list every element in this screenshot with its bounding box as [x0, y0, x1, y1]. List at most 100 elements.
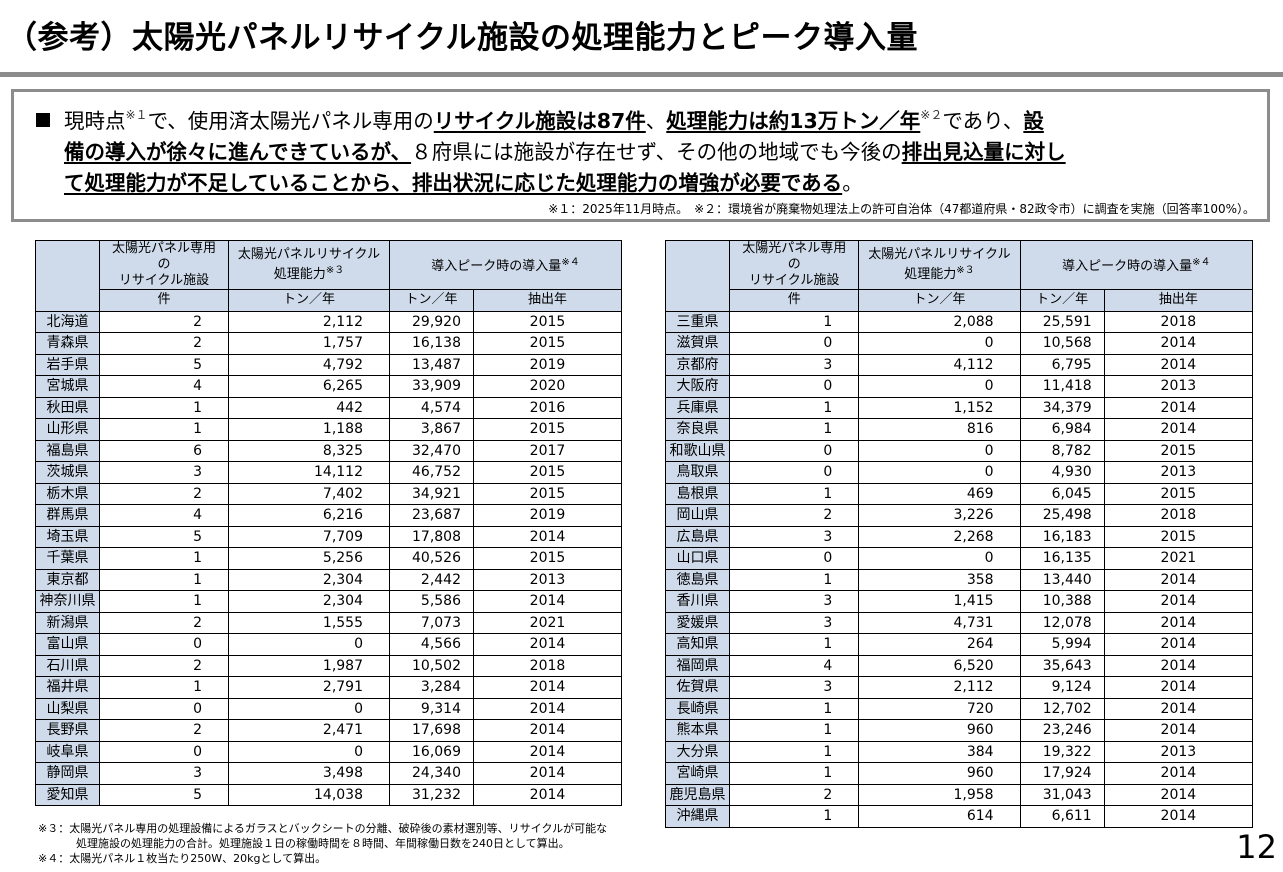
summary-segment: であり、 — [942, 109, 1024, 133]
summary-segment: ８府県には施設が存在せず、その他の地域でも今後の — [411, 140, 902, 164]
peak-volume: 16,135 — [1019, 547, 1105, 570]
footnote-ref: ※１ — [125, 108, 148, 122]
table-row: 千葉県 1 5,256 40,526 2015 — [35, 547, 622, 570]
prefecture-name: 大阪府 — [664, 375, 731, 398]
header-prefecture — [35, 240, 100, 312]
table-row: 栃木県 2 7,402 34,921 2015 — [35, 482, 622, 505]
summary-line: て処理能力が不足していることから、排出状況に応じた処理能力の増強が必要である。 — [36, 168, 1266, 199]
facility-count: 1 — [729, 482, 860, 505]
capacity-value: 2,471 — [228, 719, 390, 742]
capacity-value: 720 — [858, 697, 1021, 720]
peak-volume: 10,568 — [1019, 332, 1105, 355]
table-row: 高知県 1 264 5,994 2014 — [664, 633, 1254, 656]
footnote-3-continued: 処理施設の処理能力の合計。処理施設１日の稼働時間を８時間、年間稼働日数を240日… — [76, 837, 570, 850]
summary-line: 備の導入が徐々に進んできているが、８府県には施設が存在せず、その他の地域でも今後… — [36, 137, 1266, 168]
peak-volume: 12,078 — [1019, 611, 1105, 634]
peak-year: 2014 — [1103, 697, 1254, 720]
facility-count: 0 — [729, 547, 860, 570]
capacity-value: 0 — [228, 740, 390, 763]
prefecture-name: 千葉県 — [35, 547, 100, 570]
summary-segment: で、使用済太陽光パネル専用の — [147, 109, 434, 133]
facility-count: 3 — [729, 525, 860, 548]
facility-count: 0 — [729, 439, 860, 462]
peak-year: 2015 — [473, 547, 622, 570]
peak-year: 2014 — [1103, 762, 1254, 785]
facility-count: 0 — [729, 332, 860, 355]
footnote-ref: ※３ — [325, 265, 345, 276]
peak-volume: 4,574 — [389, 396, 474, 419]
capacity-value: 358 — [858, 568, 1021, 591]
capacity-value: 14,112 — [228, 461, 390, 484]
capacity-value: 7,402 — [228, 482, 390, 505]
peak-year: 2014 — [1103, 805, 1254, 828]
facility-count: 0 — [99, 697, 229, 720]
table-row: 奈良県 1 816 6,984 2014 — [664, 418, 1254, 441]
table-row: 山梨県 0 0 9,314 2014 — [35, 697, 622, 720]
table-row: 群馬県 4 6,216 23,687 2019 — [35, 504, 622, 527]
footnote-ref: ※４ — [1192, 257, 1211, 268]
table-row: 長崎県 1 720 12,702 2014 — [664, 697, 1254, 720]
capacity-value: 7,709 — [228, 525, 390, 548]
peak-year: 2014 — [1103, 783, 1254, 806]
peak-volume: 34,921 — [389, 482, 474, 505]
prefecture-name: 鹿児島県 — [664, 783, 731, 806]
peak-year: 2013 — [1103, 740, 1254, 763]
prefecture-name: 香川県 — [664, 590, 731, 613]
table-row: 福島県 6 8,325 32,470 2017 — [35, 439, 622, 462]
facility-count: 2 — [99, 611, 229, 634]
prefecture-name: 鳥取県 — [664, 461, 731, 484]
table-row: 大阪府 0 0 11,418 2013 — [664, 375, 1254, 398]
capacity-value: 442 — [228, 396, 390, 419]
peak-year: 2014 — [473, 525, 622, 548]
prefecture-name: 佐賀県 — [664, 676, 731, 699]
capacity-value: 0 — [858, 439, 1021, 462]
facility-count: 1 — [99, 590, 229, 613]
peak-volume: 10,388 — [1019, 590, 1105, 613]
peak-volume: 35,643 — [1019, 654, 1105, 677]
capacity-value: 6,520 — [858, 654, 1021, 677]
facility-count: 2 — [99, 310, 229, 333]
table-row: 岐阜県 0 0 16,069 2014 — [35, 740, 622, 763]
peak-year: 2014 — [473, 676, 622, 699]
peak-volume: 6,984 — [1019, 418, 1105, 441]
peak-volume: 31,232 — [389, 783, 474, 806]
table-row: 長野県 2 2,471 17,698 2014 — [35, 719, 622, 742]
prefecture-name: 静岡県 — [35, 762, 100, 785]
facility-count: 3 — [99, 461, 229, 484]
peak-volume: 9,124 — [1019, 676, 1105, 699]
capacity-value: 4,112 — [858, 353, 1021, 376]
capacity-value: 0 — [858, 461, 1021, 484]
facility-count: 3 — [729, 611, 860, 634]
peak-year: 2014 — [473, 783, 622, 806]
summary-segment: 。 — [842, 171, 863, 195]
capacity-value: 1,152 — [858, 396, 1021, 419]
capacity-value: 2,304 — [228, 590, 390, 613]
table-row: 山口県 0 0 16,135 2021 — [664, 547, 1254, 570]
facility-count: 1 — [99, 568, 229, 591]
header-text: 太陽光パネル専用の リサイクル施設 — [111, 241, 216, 288]
peak-volume: 3,284 — [389, 676, 474, 699]
header-text: 導入ピーク時の導入量 — [431, 259, 562, 274]
facility-count: 1 — [729, 418, 860, 441]
prefecture-name: 福島県 — [35, 439, 100, 462]
capacity-value: 2,112 — [228, 310, 390, 333]
header-capacity: 太陽光パネルリサイクル 処理能力※３ — [858, 240, 1021, 290]
capacity-value: 5,256 — [228, 547, 390, 570]
table-row: 茨城県 3 14,112 46,752 2015 — [35, 461, 622, 484]
table-row: 広島県 3 2,268 16,183 2015 — [664, 525, 1254, 548]
capacity-value: 264 — [858, 633, 1021, 656]
peak-year: 2015 — [1103, 482, 1254, 505]
unit-count: 件 — [99, 289, 229, 312]
facility-count: 3 — [729, 353, 860, 376]
table-row: 東京都 1 2,304 2,442 2013 — [35, 568, 622, 591]
peak-year: 2014 — [473, 762, 622, 785]
header-facilities: 太陽光パネル専用の リサイクル施設 — [729, 240, 860, 290]
peak-volume: 17,924 — [1019, 762, 1105, 785]
header-text: 導入ピーク時の導入量 — [1062, 259, 1193, 274]
capacity-value: 0 — [858, 547, 1021, 570]
facility-count: 1 — [729, 805, 860, 828]
footnote-ref: ※４ — [561, 257, 580, 268]
prefecture-name: 福岡県 — [664, 654, 731, 677]
capacity-value: 1,555 — [228, 611, 390, 634]
peak-volume: 34,379 — [1019, 396, 1105, 419]
